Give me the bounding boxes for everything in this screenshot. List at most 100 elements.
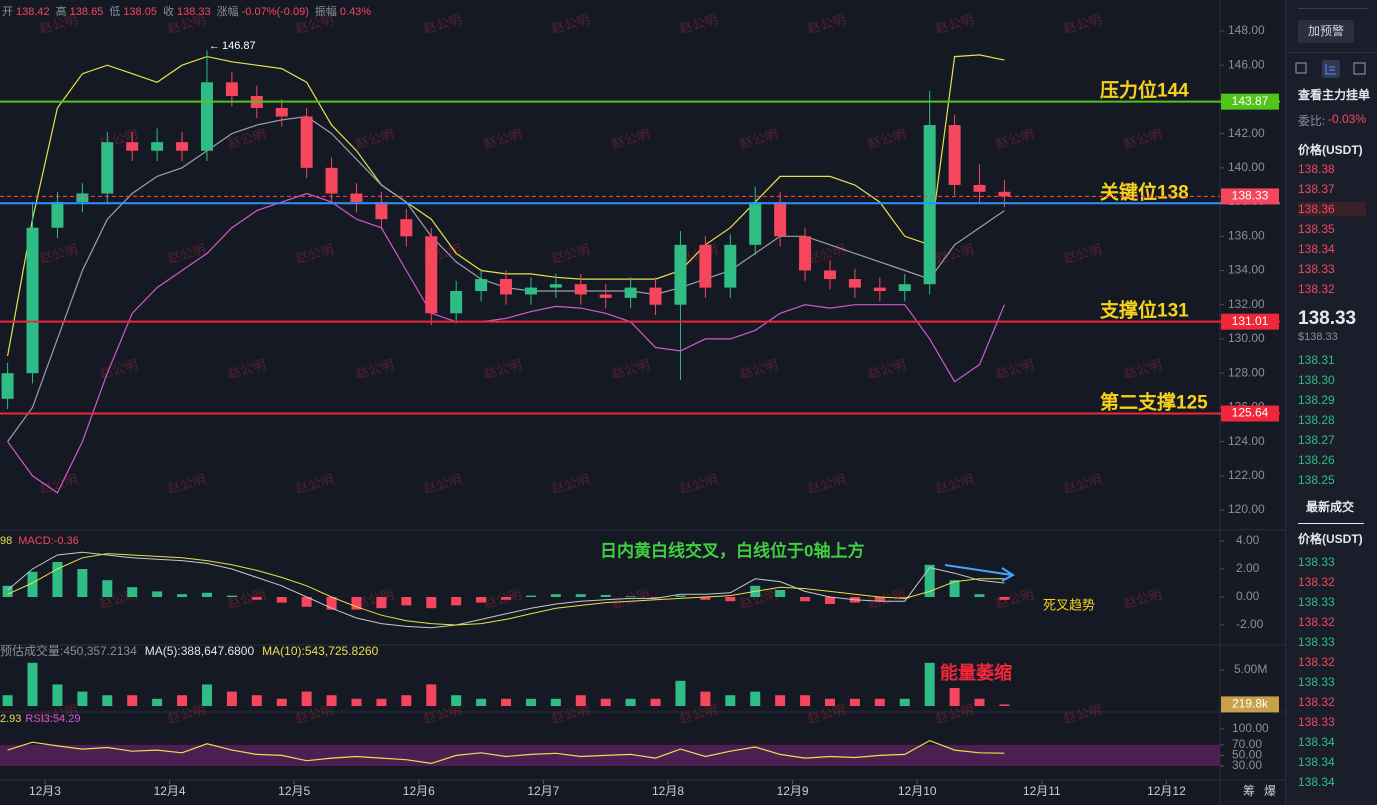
candle-body [574, 284, 587, 295]
ask-price: 138.32 [1298, 282, 1335, 296]
y-tick-label: 142.00 [1228, 126, 1265, 140]
x-tick-label: 12月11 [1023, 784, 1061, 798]
candle-body [898, 284, 911, 292]
x-tick-label: 12月5 [278, 784, 310, 798]
candle-body [674, 244, 687, 305]
candle-body [101, 142, 114, 194]
trades-header: 价格(USDT) [1298, 532, 1363, 546]
y-tick-label: 136.00 [1228, 228, 1265, 242]
icon[interactable] [1295, 62, 1307, 74]
bollinger-band [7, 192, 1005, 494]
bid-price: 138.29 [1298, 393, 1335, 407]
y-tick-label: 50.00 [1232, 748, 1262, 762]
macd-bar [575, 594, 586, 598]
ask-price: 138.38 [1298, 162, 1335, 176]
volume-bar [974, 698, 985, 706]
volume-bar [899, 698, 910, 706]
divider [1298, 0, 1368, 9]
macd-bar [525, 595, 536, 598]
bid-price: 138.30 [1298, 373, 1335, 387]
volume-bar [849, 698, 860, 706]
price-box [1221, 313, 1279, 330]
header-value: 0.43% [340, 6, 371, 18]
volume-bar [326, 695, 337, 706]
volume-bar [52, 684, 63, 706]
candle-body [225, 82, 238, 96]
candle-body [425, 236, 438, 314]
candle-body [923, 125, 936, 285]
bid-price: 138.26 [1298, 453, 1335, 467]
rsi-line [7, 739, 1005, 765]
footer-icon: 筹 [1243, 784, 1255, 798]
y-tick-label: 0.00 [1236, 589, 1260, 603]
alert-button[interactable]: 加预警 [1298, 20, 1354, 43]
candle-body [450, 291, 463, 314]
candle-body [500, 279, 513, 295]
y-tick-label: 130.00 [1228, 331, 1265, 345]
candle-body [300, 116, 313, 168]
macd-bar [725, 597, 736, 602]
volume-bar [2, 695, 13, 706]
y-tick-label: 70.00 [1232, 737, 1262, 751]
macd-bar [700, 597, 711, 600]
x-tick-label: 12月8 [652, 784, 684, 798]
header-label: 收 [163, 4, 174, 18]
macd-bar [102, 580, 113, 598]
candle-body [549, 284, 562, 288]
volume-bar [949, 688, 960, 706]
y-tick-label: 140.00 [1228, 160, 1265, 174]
price-box-label: 143.87 [1232, 94, 1269, 108]
trade-price: 138.32 [1298, 695, 1335, 709]
volume-bar [351, 698, 362, 706]
icon[interactable] [1353, 62, 1366, 75]
y-tick-label: 124.00 [1228, 434, 1265, 448]
legend-text: 2.93 [0, 713, 21, 725]
candle-body [76, 193, 89, 203]
legend-text: RSI3:54.29 [25, 713, 80, 725]
price-box-label: 219.8k [1232, 697, 1269, 711]
macd-bar [426, 597, 437, 609]
header-value: 138.05 [123, 6, 157, 18]
volume-bar [750, 691, 761, 706]
macd-bar [276, 597, 287, 603]
candle-body [649, 287, 662, 305]
y-tick-label: 30.00 [1232, 758, 1262, 772]
y-tick-label: 122.00 [1228, 468, 1265, 482]
volume-bar [650, 698, 661, 706]
trade-price: 138.32 [1298, 655, 1335, 669]
legend-text: MA(10):543,725.8260 [262, 644, 378, 658]
macd-bar [451, 597, 462, 606]
candle-body [948, 125, 961, 185]
macd-bar [251, 597, 262, 600]
header-label: 高 [56, 4, 67, 18]
candle-body [724, 244, 737, 288]
x-tick-label: 12月9 [777, 784, 809, 798]
candle-body [126, 142, 139, 151]
volume-bar [501, 698, 512, 706]
candle-body [774, 202, 787, 237]
x-tick-label: 12月12 [1147, 784, 1186, 798]
y-tick-label: 100.00 [1232, 721, 1269, 735]
macd-bar [152, 591, 163, 598]
trade-price: 138.33 [1298, 595, 1335, 609]
candle-body [599, 294, 612, 298]
dif-line [7, 551, 1005, 629]
legend-text: MACD:-0.36 [18, 535, 79, 547]
macd-bar [625, 596, 636, 598]
header-value: -0.07%(-0.09) [242, 6, 309, 18]
y-tick-label: 146.00 [1228, 57, 1265, 71]
macd-bar [52, 562, 63, 598]
macd-bar [476, 597, 487, 603]
high-label: 146.87 [222, 40, 256, 52]
y-tick-label: -2.00 [1236, 617, 1264, 631]
macd-bar [874, 597, 885, 602]
x-tick-label: 12月7 [527, 784, 559, 798]
dea-line [7, 553, 1005, 626]
price-box-label: 131.01 [1232, 314, 1269, 328]
volume-bar [376, 698, 387, 706]
candle-body [51, 202, 64, 228]
depth-link[interactable]: 查看主力挂单 [1298, 88, 1371, 102]
ask-price: 138.37 [1298, 182, 1335, 196]
macd-bar [226, 595, 237, 598]
icon[interactable] [1322, 60, 1340, 78]
